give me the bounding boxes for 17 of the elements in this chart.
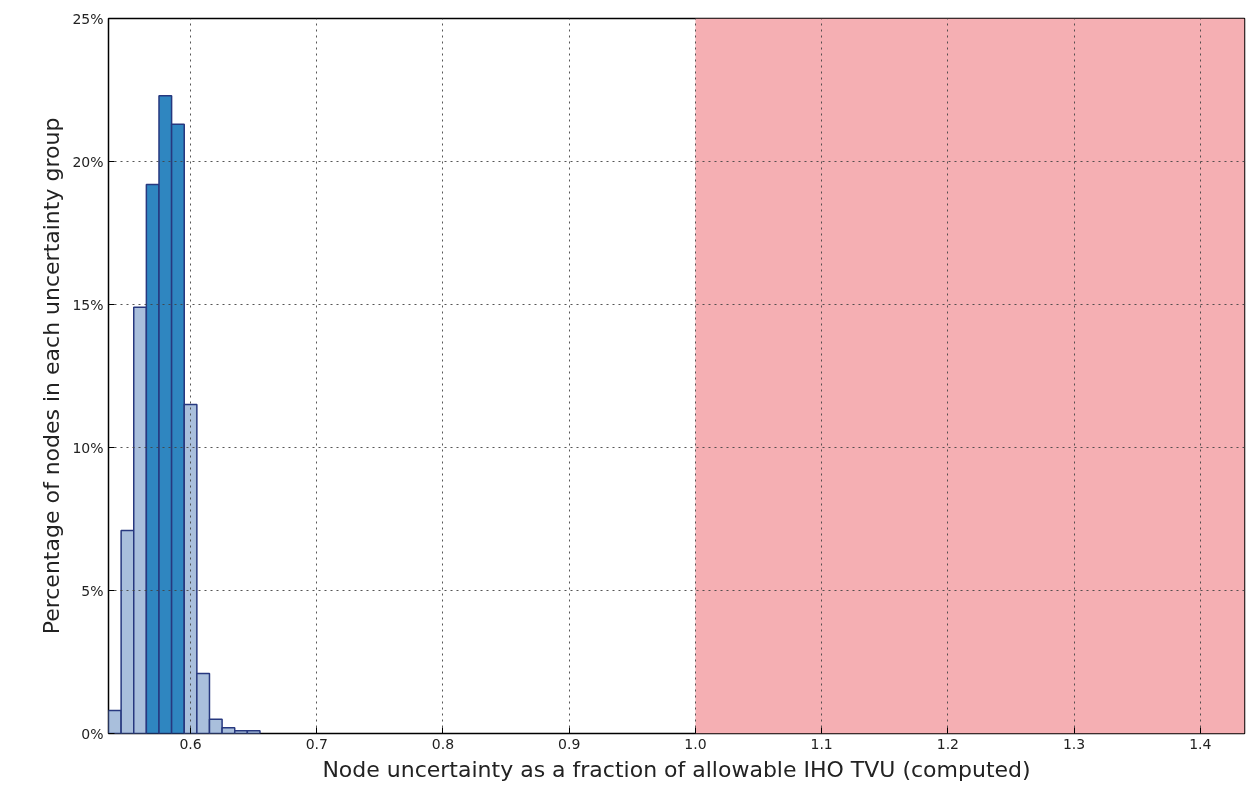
y-tick-label: 5% <box>81 582 104 599</box>
x-tick-label: 1.2 <box>936 735 960 752</box>
x-axis-title: Node uncertainty as a fraction of allowable IHO TVU (computed) <box>322 756 1031 782</box>
x-tick-label: 1.1 <box>810 735 833 752</box>
y-axis-title: Percentage of nodes in each uncertainty group <box>39 117 65 635</box>
x-tick-label: 1.4 <box>1189 735 1212 752</box>
x-tick-label: 0.6 <box>179 735 202 752</box>
x-tick-label: 1.3 <box>1062 735 1086 752</box>
y-tick-label: 0% <box>81 725 104 742</box>
x-tick-label: 0.7 <box>305 735 328 752</box>
y-tick-label: 20% <box>72 153 104 170</box>
x-tick-label: 0.9 <box>558 735 581 752</box>
y-tick-label: 10% <box>72 439 104 456</box>
x-tick-label: 0.8 <box>431 735 455 752</box>
y-tick-label: 15% <box>72 296 104 313</box>
y-tick-label: 25% <box>72 10 104 27</box>
x-tick-label: 1.0 <box>684 735 707 752</box>
